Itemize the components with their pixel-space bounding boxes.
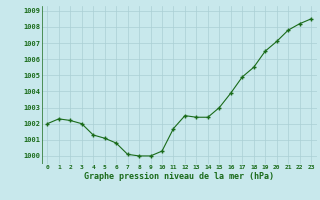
X-axis label: Graphe pression niveau de la mer (hPa): Graphe pression niveau de la mer (hPa): [84, 172, 274, 181]
